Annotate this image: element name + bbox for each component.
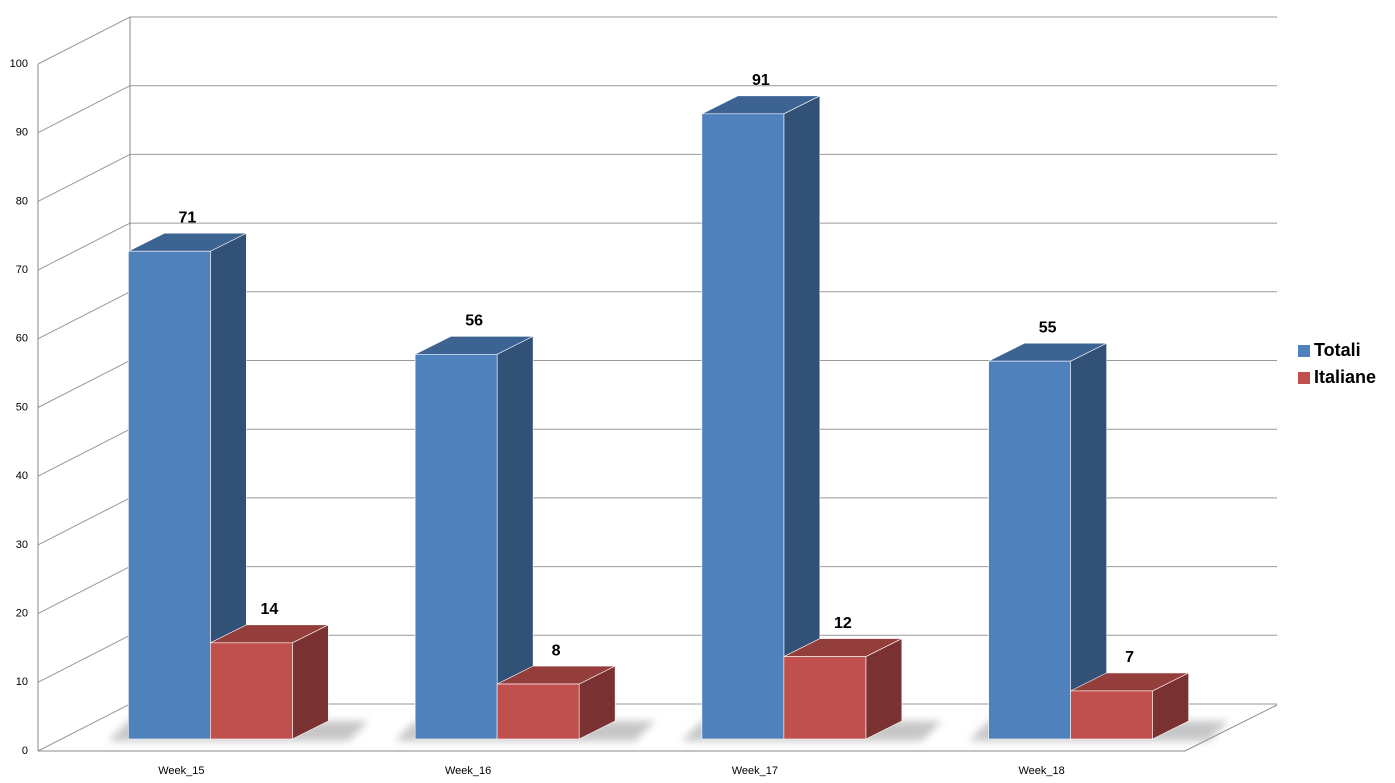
grid-line [37,291,131,340]
bar-side [292,624,329,740]
data-label: 91 [752,72,770,89]
y-tick-label: 90 [16,127,28,139]
bar [783,656,867,740]
grid-line [37,497,131,546]
data-label: 56 [465,312,483,329]
grid-line [37,566,131,615]
y-tick-label: 70 [16,264,28,276]
y-tick-label: 80 [16,195,28,207]
y-tick-label: 100 [10,58,28,70]
bar [128,250,211,740]
bar [1070,690,1153,740]
data-label: 12 [834,615,852,632]
data-label: 55 [1039,319,1057,336]
legend: Totali Italiane [1298,340,1376,387]
data-label: 7 [1125,649,1134,666]
x-tick-label: Week_17 [732,765,778,777]
y-tick-label: 60 [16,333,28,345]
legend-label: Totali [1314,340,1361,360]
x-tick-label: Week_15 [158,765,204,777]
data-label: 8 [552,642,561,659]
legend-swatch [1298,372,1310,384]
x-tick-label: Week_16 [445,765,491,777]
bar [701,113,785,740]
grid-line [37,360,131,408]
y-tick-label: 30 [16,539,28,551]
grid-line [37,222,131,271]
plot: Week_15 71 14 Week_16 56 8 Week_17 91 12 Week_18 5… [108,72,1229,777]
grid-line [37,153,131,202]
y-tick-label: 40 [16,470,28,482]
y-tick-label: 10 [16,676,28,688]
data-label: 14 [260,601,278,618]
x-tick-label: Week_18 [1018,765,1064,777]
y-tick-label: 0 [22,745,28,757]
bar [988,360,1071,740]
grid-line [37,85,131,134]
y-tick-label: 50 [16,401,28,413]
legend-label: Italiane [1314,367,1376,387]
data-label: 71 [178,209,196,226]
legend-swatch [1298,345,1310,357]
bar [414,353,498,740]
grid-line [37,428,131,477]
grid-line [37,16,131,65]
grid-line [37,703,131,752]
bar [210,642,293,740]
floor-edge [38,704,1278,752]
y-tick-label: 20 [16,608,28,620]
grid-line [37,634,131,683]
bar [496,683,580,740]
